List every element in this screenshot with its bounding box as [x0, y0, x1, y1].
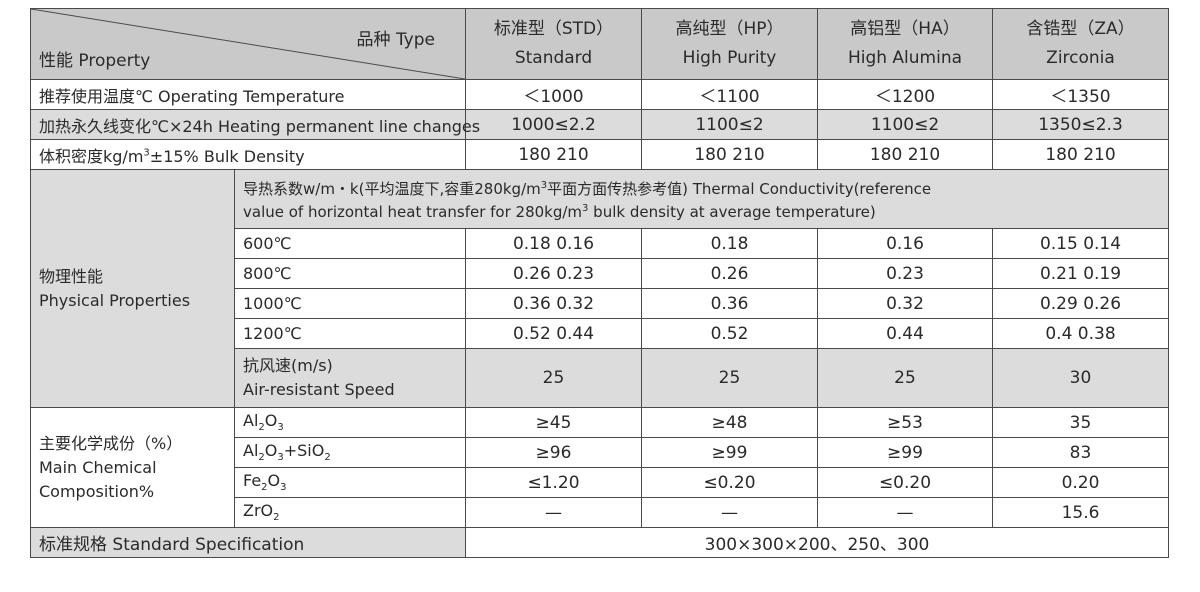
diagonal-line [31, 9, 465, 79]
column-header-cn: 标准型（STD） [493, 19, 614, 39]
column-header-cn: 高铝型（HA） [850, 19, 960, 39]
header-row: 品种 Type 性能 Property 标准型（STD） Standard 高纯… [30, 8, 1169, 80]
table-cell: ≥53 [817, 407, 993, 438]
row-label: 推荐使用温度℃ Operating Temperature [30, 79, 466, 110]
column-header-en: High Purity [682, 48, 777, 68]
table-cell: 0.29 0.26 [992, 288, 1169, 319]
table-cell: 0.36 0.32 [465, 288, 642, 319]
table-cell: 0.36 [641, 288, 818, 319]
standard-specification-row: 标准规格 Standard Specification 300×300×200、… [30, 527, 1169, 558]
table-cell: 0.18 [641, 228, 818, 259]
table-cell: 30 [992, 348, 1169, 408]
table-cell: ≥48 [641, 407, 818, 438]
table-cell: 0.26 0.23 [465, 258, 642, 289]
row-label: Al2O3 [234, 407, 466, 438]
table-cell: 0.52 0.44 [465, 318, 642, 349]
physical-properties-group-label: 物理性能 Physical Properties [30, 169, 235, 408]
table-cell: 0.4 0.38 [992, 318, 1169, 349]
operating-temperature-row: 推荐使用温度℃ Operating Temperature ＜1000 ＜110… [30, 79, 1169, 110]
thermal-conductivity-note-row: 物理性能 Physical Properties 导热系数w/m・k(平均温度下… [30, 169, 1169, 408]
table-cell: — [817, 497, 993, 528]
table-cell: 0.21 0.19 [992, 258, 1169, 289]
table-cell: ≤1.20 [465, 467, 642, 498]
column-header-ha: 高铝型（HA） High Alumina [817, 8, 993, 80]
table-row: 1200℃ 0.52 0.44 0.52 0.44 0.4 0.38 [31, 318, 1169, 349]
row-label: 加热永久线变化℃×24h Heating permanent line chan… [30, 109, 480, 140]
table-cell: 180 210 [641, 139, 818, 170]
properties-table-container: 品种 Type 性能 Property 标准型（STD） Standard 高纯… [30, 8, 1169, 586]
table-cell: 0.32 [817, 288, 993, 319]
type-label: 品种 Type [356, 30, 435, 50]
column-header-std: 标准型（STD） Standard [465, 8, 642, 80]
table-row: Al2O3+SiO2 ≥96 ≥99 ≥99 83 [31, 437, 1169, 468]
table-cell: 35 [992, 407, 1169, 438]
table-cell: 0.23 [817, 258, 993, 289]
table-cell: 15.6 [992, 497, 1169, 528]
table-cell: ＜1200 [817, 79, 993, 110]
table-row: Fe2O3 ≤1.20 ≤0.20 ≤0.20 0.20 [31, 467, 1169, 498]
table-cell: 0.16 [817, 228, 993, 259]
table-cell: ＜1100 [641, 79, 818, 110]
thermal-conductivity-note: 导热系数w/m・k(平均温度下,容重280kg/m3平面方面传热参考值) The… [234, 169, 1169, 229]
row-label: 抗风速(m/s) Air-resistant Speed [234, 348, 466, 408]
table-cell: 25 [817, 348, 993, 408]
diagonal-header-cell: 品种 Type 性能 Property [30, 8, 466, 80]
table-cell: — [465, 497, 642, 528]
row-label: 1000℃ [234, 288, 466, 319]
table-cell: 0.18 0.16 [465, 228, 642, 259]
table-cell: ≥99 [817, 437, 993, 468]
table-cell: 0.26 [641, 258, 818, 289]
table-row: ZrO2 — — — 15.6 [31, 497, 1169, 528]
column-header-hp: 高纯型（HP） High Purity [641, 8, 818, 80]
table-cell: 25 [641, 348, 818, 408]
column-header-en: Standard [514, 48, 593, 68]
table-cell: ≥45 [465, 407, 642, 438]
table-cell: — [641, 497, 818, 528]
properties-table: 品种 Type 性能 Property 标准型（STD） Standard 高纯… [30, 8, 1169, 558]
table-row: 1000℃ 0.36 0.32 0.36 0.32 0.29 0.26 [31, 288, 1169, 319]
table-cell: 0.52 [641, 318, 818, 349]
table-cell: ≤0.20 [641, 467, 818, 498]
column-header-en: Zirconia [1046, 48, 1115, 68]
column-header-za: 含锆型（ZA） Zirconia [992, 8, 1169, 80]
column-header-cn: 高纯型（HP） [675, 19, 784, 39]
table-cell: ＜1350 [992, 79, 1169, 110]
table-cell: 180 210 [817, 139, 993, 170]
row-label: Fe2O3 [234, 467, 466, 498]
table-cell: 180 210 [992, 139, 1169, 170]
table-cell: 0.15 0.14 [992, 228, 1169, 259]
table-cell: ≥96 [465, 437, 642, 468]
heating-line-change-row: 加热永久线变化℃×24h Heating permanent line chan… [30, 109, 1169, 140]
row-label: 标准规格 Standard Specification [30, 527, 466, 558]
table-cell: 1100≤2 [641, 109, 818, 140]
bulk-density-row: 体积密度kg/m3±15% Bulk Density 180 210 180 2… [30, 139, 1169, 170]
table-cell: 0.44 [817, 318, 993, 349]
table-cell: 1100≤2 [817, 109, 993, 140]
standard-specification-value: 300×300×200、250、300 [465, 527, 1169, 558]
table-cell: 25 [465, 348, 642, 408]
row-label: 600℃ [234, 228, 466, 259]
table-cell: 1000≤2.2 [465, 109, 642, 140]
property-label: 性能 Property [39, 51, 151, 71]
table-cell: 83 [992, 437, 1169, 468]
table-cell: ≥99 [641, 437, 818, 468]
table-cell: ≤0.20 [817, 467, 993, 498]
row-label: 1200℃ [234, 318, 466, 349]
chemical-composition-group-label: 主要化学成份（%） Main Chemical Composition% [30, 407, 235, 528]
table-row: 主要化学成份（%） Main Chemical Composition% Al2… [30, 407, 1169, 528]
air-resistant-speed-row: 抗风速(m/s) Air-resistant Speed 25 25 25 30 [31, 348, 1169, 408]
row-label: Al2O3+SiO2 [234, 437, 466, 468]
column-header-en: High Alumina [847, 48, 963, 68]
table-cell: 1350≤2.3 [992, 109, 1169, 140]
row-label: 800℃ [234, 258, 466, 289]
table-cell: 180 210 [465, 139, 642, 170]
table-cell: 0.20 [992, 467, 1169, 498]
column-header-cn: 含锆型（ZA） [1026, 19, 1135, 39]
row-label: ZrO2 [234, 497, 466, 528]
table-cell: ＜1000 [465, 79, 642, 110]
row-label: 体积密度kg/m3±15% Bulk Density [30, 139, 466, 170]
